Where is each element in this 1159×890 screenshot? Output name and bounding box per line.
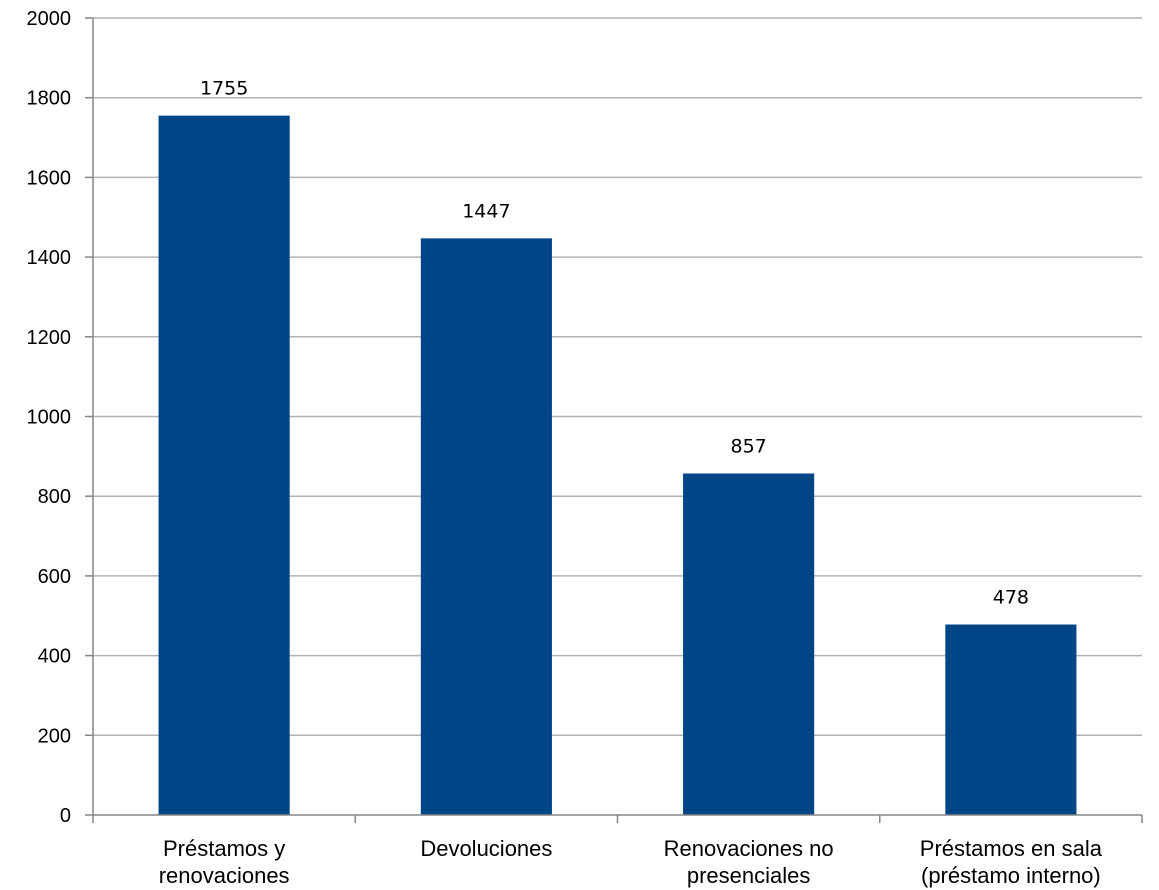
y-tick-label: 1600 [27,167,72,189]
y-axis: 0 200 400 600 800 1000 1200 1400 1600 1800 2000 [27,8,94,827]
bar [945,624,1077,815]
x-category-label: Préstamos en sala (préstamo interno) [920,836,1103,888]
y-tick-label: 600 [38,566,71,588]
x-category-label-line: Préstamos en sala [920,836,1103,861]
data-label: 478 [993,587,1029,609]
x-category-label-line: Renovaciones no [664,836,834,861]
y-tick-label: 0 [60,805,71,827]
x-category-label: Devoluciones [420,836,552,861]
x-category-label-line: Devoluciones [420,836,552,861]
data-label: 1447 [462,200,510,222]
y-tick-label: 400 [38,646,71,668]
y-tick-label: 1200 [27,327,72,349]
x-axis: Préstamos y renovaciones Devoluciones Renov… [92,814,1143,888]
x-category-label-line: presenciales [687,863,811,888]
data-label: 857 [730,435,766,457]
x-category-label-line: Préstamos y [163,836,285,861]
bar [420,238,552,816]
x-category-label: Préstamos y renovaciones [159,836,290,888]
y-tick-label: 800 [38,486,71,508]
bar [158,115,290,815]
y-tick-label: 1800 [27,88,72,110]
x-category-label: Renovaciones no presenciales [664,836,834,888]
bars: 1755 1447 857 478 [158,78,1077,816]
y-tick-label: 1000 [27,407,72,429]
x-category-label-line: (préstamo interno) [921,863,1101,888]
data-label: 1755 [200,78,248,100]
y-tick-label: 200 [38,725,71,747]
x-category-label-line: renovaciones [159,863,290,888]
y-tick-label: 1400 [27,247,72,269]
y-tick-label: 2000 [27,8,72,30]
bar [683,473,815,815]
